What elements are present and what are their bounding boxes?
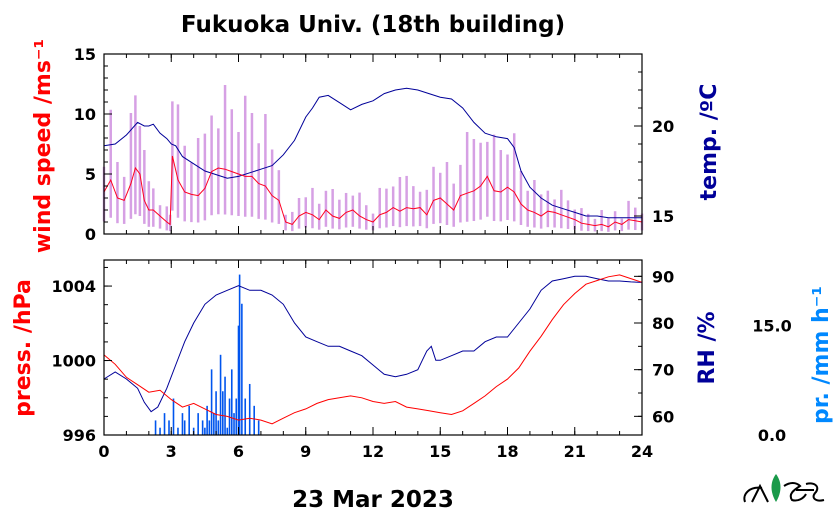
- precip-bar: [215, 391, 217, 435]
- precip-bar: [172, 398, 175, 435]
- precip-tick-label: 0.0: [758, 426, 786, 445]
- precip-bar: [233, 413, 235, 435]
- precip-bar: [204, 427, 206, 435]
- pressure-axis-label: press. /hPa: [11, 279, 36, 417]
- pressure-tick-label: 1000: [51, 352, 96, 371]
- precip-bars: [154, 274, 260, 435]
- x-tick-label: 15: [429, 442, 451, 461]
- precip-bar: [224, 376, 226, 435]
- precip-bar: [177, 427, 179, 435]
- x-tick-label: 24: [631, 442, 653, 461]
- precip-bar: [159, 427, 161, 435]
- rh-axis-label: RH /%: [695, 311, 720, 384]
- rh-tick-label: 60: [652, 407, 674, 426]
- precip-axis-label: pr. /mm h⁻¹: [809, 286, 834, 424]
- x-tick-label: 3: [166, 442, 177, 461]
- precip-bar: [257, 420, 260, 435]
- precip-bar: [188, 405, 190, 435]
- precip-bar: [206, 405, 208, 435]
- precip-bar: [219, 354, 222, 435]
- date-label: 23 Mar 2023: [292, 487, 454, 513]
- precip-bar: [154, 420, 157, 435]
- x-tick-label: 18: [496, 442, 518, 461]
- precip-bar: [226, 427, 229, 435]
- x-tick-label: 6: [233, 442, 244, 461]
- rh-tick-label: 80: [652, 314, 674, 333]
- wind-speed-line: [103, 155, 643, 228]
- precip-bar: [183, 420, 186, 435]
- bottom-series-group: [103, 274, 643, 425]
- precip-bar: [181, 413, 184, 435]
- wind-tick-label: 5: [85, 165, 96, 184]
- precip-bar: [253, 405, 255, 435]
- precip-ticks: 0.0 15.0: [752, 317, 791, 445]
- top-ticks: 0 5 10 15 15 20: [74, 45, 675, 244]
- precip-bar: [222, 391, 224, 435]
- precip-bar: [244, 398, 247, 435]
- precip-bar: [201, 420, 204, 435]
- logo-icon: [743, 474, 825, 503]
- x-tick-label: 9: [300, 442, 311, 461]
- rh-tick-label: 90: [652, 267, 674, 286]
- wind-tick-label: 0: [85, 225, 96, 244]
- precip-bar: [238, 274, 241, 435]
- wind-axis-label: wind speed /ms⁻¹: [31, 39, 56, 253]
- precip-bar: [213, 413, 215, 435]
- wind-tick-label: 15: [74, 45, 96, 64]
- precip-tick-label: 15.0: [752, 317, 791, 336]
- precip-bar: [248, 383, 251, 435]
- precip-bar: [235, 398, 238, 435]
- pressure-line: [103, 274, 643, 425]
- temp-axis-label: temp. /ºC: [697, 84, 722, 201]
- x-tick-label: 0: [98, 442, 109, 461]
- rh-tick-label: 70: [652, 361, 674, 380]
- precip-bar: [230, 369, 233, 435]
- pressure-tick-label: 1004: [51, 277, 96, 296]
- bottom-plot-frame: [103, 259, 643, 436]
- temp-line: [103, 87, 642, 219]
- temp-tick-label: 20: [652, 117, 674, 136]
- x-tick-label: 21: [564, 442, 586, 461]
- precip-bar: [197, 413, 199, 435]
- precip-bar: [208, 420, 211, 435]
- temp-tick-label: 15: [652, 207, 674, 226]
- pressure-tick-label: 996: [63, 426, 96, 445]
- precip-bar: [237, 325, 240, 435]
- wind-tick-label: 10: [74, 105, 96, 124]
- precip-bar: [163, 413, 166, 435]
- rh-line: [103, 275, 643, 413]
- precip-bar: [217, 420, 220, 435]
- precip-bar: [210, 369, 213, 435]
- bottom-ticks: 0 3 6 9 12 15 18 21 24 996 1000 1004 60 70 80 90: [51, 260, 674, 461]
- chart-title: Fukuoka Univ. (18th building): [181, 12, 565, 38]
- precip-bar: [168, 420, 170, 435]
- top-series-group: [103, 87, 643, 228]
- x-tick-label: 12: [362, 442, 384, 461]
- precip-bar: [241, 303, 243, 435]
